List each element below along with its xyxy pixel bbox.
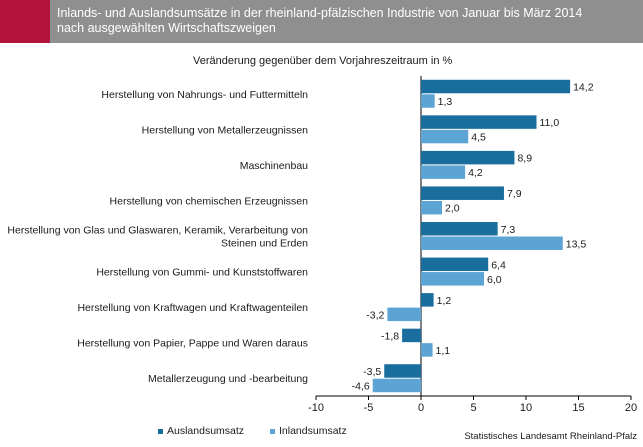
header-accent-bar [0,0,50,43]
data-label: 6,0 [487,274,502,286]
legend-label: Inlandsumsatz [279,425,347,437]
bar-auslandsumsatz [421,293,434,307]
bar-auslandsumsatz [384,364,421,378]
source-note: Statistisches Landesamt Rheinland-Pfalz [464,431,637,442]
category-label: Herstellung von Kraftwagen und Kraftwage… [77,302,308,314]
x-tick-label: 20 [625,402,637,414]
legend: Auslandsumsatz Inlandsumsatz [158,425,347,437]
data-label: -4,6 [352,380,370,392]
data-label: 7,3 [501,224,516,236]
data-label: 4,5 [471,132,486,144]
bar-inlandsumsatz [421,165,466,179]
bars-group [372,79,571,393]
bar-auslandsumsatz [421,257,489,272]
category-label: Herstellung von Nahrungs- und Futtermitt… [101,89,308,101]
bar-auslandsumsatz [421,79,571,94]
legend-label: Auslandsumsatz [167,425,244,437]
data-label: 1,1 [436,345,451,357]
category-label: Herstellung von Papier, Pappe und Waren … [77,338,308,350]
data-label: 1,3 [438,96,453,108]
bar-inlandsumsatz [387,307,421,322]
data-label: 14,2 [573,82,594,94]
bar-auslandsumsatz [421,150,515,165]
data-label: 8,9 [517,153,532,165]
category-label: Steinen und Erden [221,238,308,250]
legend-swatch [270,429,275,434]
chart-header: Inlands- und Auslandsumsätze in der rhei… [0,0,643,43]
x-tick-label: -5 [364,402,374,414]
data-label: 2,0 [445,203,460,215]
category-label: Metallerzeugung und -bearbeitung [148,373,308,385]
data-label: -3,2 [366,309,384,321]
data-label: -3,5 [363,366,381,378]
bar-inlandsumsatz [421,200,442,215]
bar-auslandsumsatz [421,115,537,129]
bar-inlandsumsatz [421,94,435,108]
x-tick-label: 5 [470,402,476,414]
bar-auslandsumsatz [421,186,504,200]
data-label: 4,2 [468,167,483,179]
data-label: -1,8 [381,330,399,342]
x-tick-label: -10 [308,402,324,414]
data-label: 7,9 [507,188,522,200]
category-label: Herstellung von Glas und Glaswaren, Kera… [7,225,308,237]
bar-inlandsumsatz [372,378,421,393]
x-tick-label: 10 [520,402,532,414]
bar-inlandsumsatz [421,236,563,250]
category-label: Herstellung von Gummi- und Kunststoffwar… [96,267,308,279]
bar-inlandsumsatz [421,343,433,357]
data-label: 6,4 [491,259,506,271]
bar-auslandsumsatz [421,222,498,236]
x-tick-label: 15 [572,402,584,414]
chart-title: Inlands- und Auslandsumsätze in der rhei… [57,6,583,35]
data-label: 13,5 [566,238,587,250]
bar-inlandsumsatz [421,129,469,144]
x-tick-label: 0 [418,402,424,414]
data-label: 11,0 [540,117,560,129]
labels-group: -10 -5 0 5 10 15 20 Herstellung von Nahrungs- u… [7,82,637,414]
axis-group [315,76,632,400]
category-label: Herstellung von Metallerzeugnissen [142,124,308,136]
bar-auslandsumsatz [402,328,421,343]
data-label: 1,2 [437,295,452,307]
legend-swatch [158,429,163,434]
bar-inlandsumsatz [421,272,484,286]
category-label: Maschinenbau [240,160,308,172]
category-label: Herstellung von chemischen Erzeugnissen [110,195,309,207]
chart-subtitle: Veränderung gegenüber dem Vorjahreszeitr… [193,55,453,67]
